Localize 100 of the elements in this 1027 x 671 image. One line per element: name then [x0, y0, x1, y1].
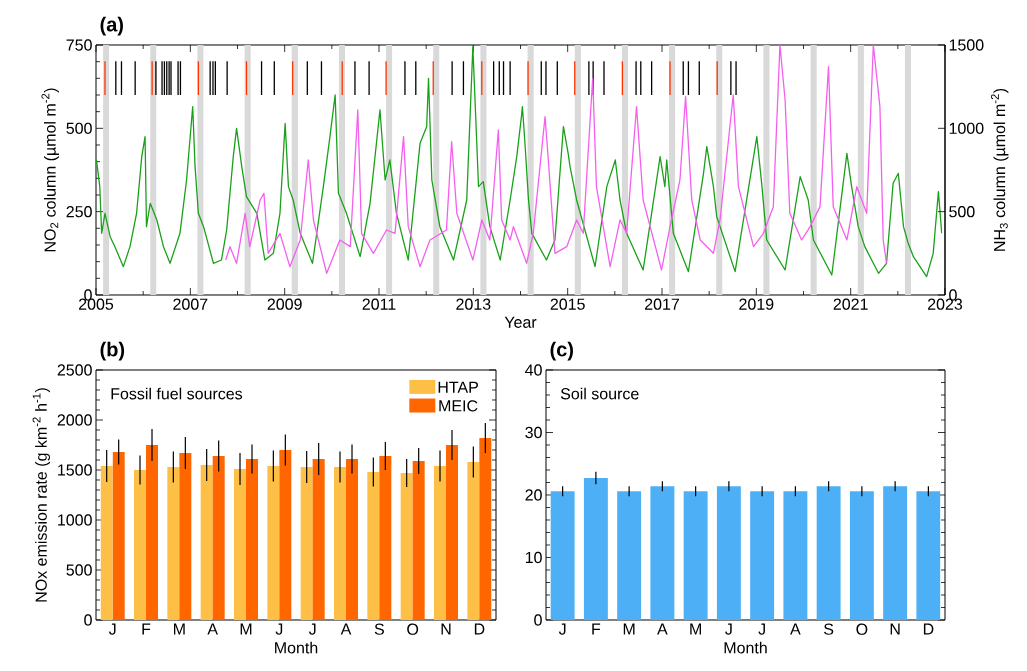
- y-tick-label: 20: [525, 489, 542, 501]
- x-tick-label: M: [623, 623, 635, 635]
- y-tick-label: 2500: [57, 364, 92, 376]
- y-tick-label: 500: [66, 122, 92, 134]
- x-tick-label: J: [758, 623, 765, 635]
- bar: [883, 486, 908, 620]
- bar: [379, 455, 392, 620]
- bar: [816, 486, 841, 620]
- bar: [134, 469, 147, 620]
- x-tick-label: S: [824, 623, 834, 635]
- bar: [583, 478, 608, 620]
- y-tick-label: 40: [525, 364, 542, 376]
- x-tick-label: J: [308, 623, 316, 635]
- bar: [346, 458, 359, 620]
- x-tick-label: A: [340, 623, 352, 635]
- x-tick-label: D: [474, 623, 485, 635]
- y2-axis-title: NH$_{3}$ column (µmol m$^{-2}$): [990, 88, 1009, 251]
- x-tick-label: 2011: [362, 298, 396, 310]
- x-tick-label: A: [207, 623, 218, 635]
- x-tick-label: M: [174, 623, 185, 635]
- bar: [683, 491, 708, 620]
- bar: [783, 491, 808, 620]
- bar: [146, 444, 159, 620]
- x-tick-label: S: [374, 623, 384, 635]
- y-tick-label: 500: [66, 564, 92, 576]
- y-tick-label: 0: [84, 614, 92, 626]
- bar: [916, 491, 941, 620]
- bar: [212, 455, 225, 620]
- bar: [446, 444, 459, 620]
- x-tick-label: 2015: [550, 298, 585, 310]
- bar: [750, 491, 775, 620]
- bar: [650, 486, 675, 620]
- x-tick-label: A: [790, 623, 801, 635]
- bar: [367, 471, 380, 620]
- y-tick-label: 1000: [58, 514, 92, 526]
- y2-tick-label: 500: [949, 206, 975, 218]
- y2-tick-label: 1000: [949, 122, 984, 134]
- x-tick-label: F: [592, 623, 601, 635]
- bar: [412, 460, 425, 620]
- bar: [246, 458, 259, 620]
- chart-title: (b): [100, 341, 125, 361]
- x-tick-label: J: [108, 623, 116, 635]
- bar: [400, 472, 413, 620]
- annotation: Soil source: [560, 387, 639, 400]
- x-tick-label: M: [240, 623, 252, 635]
- x-tick-label: 2013: [456, 298, 491, 310]
- x-tick-label: N: [441, 623, 451, 635]
- x-axis-title: Month: [275, 641, 318, 654]
- bar: [479, 437, 492, 620]
- bar: [200, 464, 213, 620]
- x-tick-label: 2021: [833, 298, 868, 310]
- chart-title: (c): [550, 341, 573, 361]
- x-tick-label: O: [856, 623, 868, 635]
- bar: [849, 491, 874, 620]
- y-tick-label: 0: [534, 614, 542, 626]
- y2-tick-label: 1500: [949, 39, 984, 51]
- bar: [100, 465, 113, 620]
- y-tick-label: 10: [525, 551, 542, 564]
- x-tick-label: 2007: [173, 298, 208, 310]
- y-tick-label: 1500: [58, 464, 92, 476]
- bar: [234, 468, 247, 620]
- legend-label: MEIC: [439, 400, 478, 412]
- bar: [300, 466, 313, 620]
- bar: [279, 449, 292, 620]
- bar: [112, 451, 125, 620]
- bar: [617, 491, 642, 620]
- x-axis-title: Month: [724, 641, 767, 654]
- x-tick-label: J: [275, 623, 283, 635]
- y-tick-label: 30: [525, 426, 542, 439]
- y-tick-label: 250: [66, 206, 92, 218]
- bar: [467, 461, 480, 620]
- x-tick-label: 2017: [645, 298, 679, 310]
- x-tick-label: N: [890, 623, 900, 635]
- annotation: Fossil fuel sources: [111, 387, 243, 400]
- bar: [334, 466, 347, 620]
- y-tick-label: 750: [66, 39, 92, 51]
- bar: [312, 458, 325, 620]
- y-axis-title: NOx emission rate (g km$^{-2}$ h$^{-1}$): [32, 388, 51, 602]
- x-tick-label: A: [657, 623, 668, 635]
- x-tick-label: 2009: [267, 298, 302, 310]
- bar: [550, 491, 575, 620]
- y-axis-title: NO$_{2}$ column (µmol m$^{-2}$): [41, 88, 59, 252]
- y-tick-label: 2000: [57, 414, 92, 426]
- x-tick-label: J: [558, 623, 566, 635]
- bar: [716, 486, 741, 620]
- legend-label: HTAP: [438, 381, 478, 393]
- x-tick-label: M: [690, 623, 701, 635]
- bar: [267, 465, 280, 620]
- x-tick-label: J: [725, 623, 732, 635]
- line-series: [225, 44, 888, 274]
- x-tick-label: O: [407, 623, 419, 635]
- chart-title: (a): [100, 16, 123, 36]
- bar: [179, 452, 192, 620]
- x-tick-label: D: [923, 623, 934, 635]
- x-tick-label: F: [142, 623, 151, 635]
- x-axis-title: Year: [504, 316, 537, 328]
- bar: [434, 465, 447, 620]
- x-tick-label: 2019: [739, 298, 774, 310]
- bar: [167, 466, 180, 620]
- line-series: [96, 46, 943, 278]
